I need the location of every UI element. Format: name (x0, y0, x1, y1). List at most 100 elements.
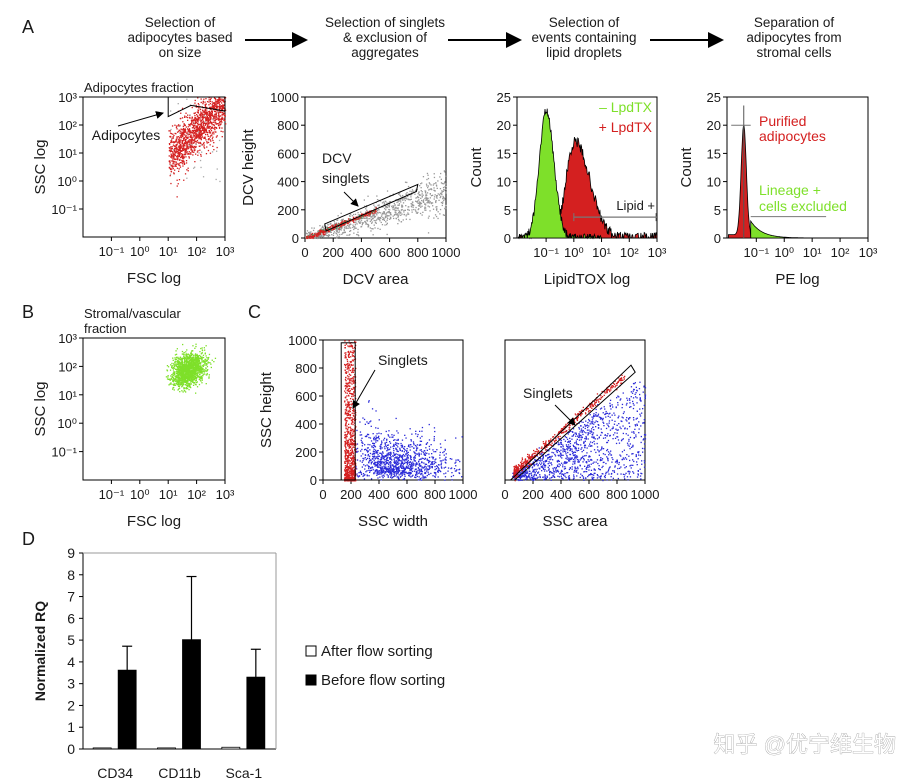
scatter-point (207, 126, 210, 128)
scatter-point (334, 222, 336, 224)
scatter-point (410, 194, 412, 196)
scatter-point (393, 467, 395, 470)
scatter-point (184, 143, 186, 145)
scatter-point (219, 118, 221, 121)
scatter-point (198, 145, 200, 147)
scatter-point (394, 462, 396, 464)
scatter-point (210, 118, 212, 120)
scatter-point (173, 142, 175, 144)
scatter-point (208, 99, 210, 101)
scatter-point (191, 149, 193, 151)
scatter-point (224, 109, 227, 111)
scatter-point (428, 215, 430, 217)
scatter-point (204, 111, 206, 113)
scatter-point (184, 369, 187, 371)
scatter-point (337, 228, 340, 230)
scatter-point (179, 135, 181, 137)
scatter-point (419, 440, 421, 442)
scatter-point (200, 101, 202, 104)
scatter-point (366, 464, 368, 466)
scatter-point (202, 354, 205, 356)
scatter-point (361, 442, 363, 444)
scatter-point (407, 212, 409, 214)
scatter-point (175, 365, 178, 367)
scatter-point (427, 199, 429, 202)
scatter-point (194, 117, 196, 119)
scatter-point (417, 466, 419, 469)
scatter-point (218, 119, 220, 121)
scatter-point (174, 146, 177, 148)
scatter-point (366, 215, 368, 217)
scatter-point (216, 102, 219, 105)
scatter-point (414, 209, 417, 211)
scatter-point (415, 470, 417, 472)
scatter-point (381, 202, 384, 204)
scatter-point (178, 388, 180, 390)
scatter-point (216, 102, 218, 104)
scatter-point (195, 392, 197, 394)
scatter-point (204, 373, 206, 375)
scatter-point (196, 151, 199, 153)
scatter-point (191, 121, 193, 123)
scatter-point (201, 375, 203, 377)
scatter-point (375, 222, 377, 224)
scatter-point (390, 469, 392, 471)
scatter-point (337, 226, 339, 228)
scatter-point (427, 174, 429, 176)
scatter-point (368, 211, 370, 213)
scatter-point (172, 376, 174, 378)
scatter-point (388, 203, 391, 205)
scatter-point (176, 143, 178, 145)
scatter-point (175, 141, 177, 143)
scatter-point (365, 208, 367, 210)
scatter-point (182, 143, 184, 146)
scatter-point (217, 123, 220, 125)
scatter-point (182, 353, 184, 355)
scatter-point (379, 212, 382, 214)
y-tick-label: 10⁰ (57, 416, 77, 431)
scatter-point (196, 363, 199, 365)
scatter-point (421, 477, 423, 479)
scatter-point (176, 379, 179, 381)
scatter-point (216, 135, 218, 137)
scatter-point (194, 377, 197, 379)
scatter-point (184, 148, 186, 150)
scatter-point (350, 213, 352, 215)
scatter-point (209, 112, 211, 115)
scatter-point (221, 100, 223, 102)
x-tick-label: 600 (379, 245, 401, 260)
scatter-point (420, 468, 423, 471)
scatter-point (221, 98, 223, 100)
scatter-point (331, 234, 333, 236)
scatter-point (420, 206, 422, 208)
scatter-point (187, 146, 189, 148)
scatter-point (167, 375, 169, 377)
scatter-point (213, 114, 216, 116)
scatter-point (197, 130, 199, 132)
scatter-point (306, 230, 309, 232)
scatter-point (362, 442, 364, 445)
scatter-point (397, 458, 399, 460)
scatter-point (201, 118, 204, 121)
scatter-point (185, 388, 187, 390)
scatter-point (354, 226, 356, 228)
workflow-step-text: Separation of (754, 15, 835, 30)
scatter-point (192, 366, 194, 368)
scatter-point (199, 362, 201, 364)
scatter-point (216, 150, 218, 152)
scatter-point (326, 232, 329, 234)
scatter-point (188, 366, 190, 369)
scatter-point (191, 131, 193, 133)
scatter-point (361, 466, 363, 468)
scatter-point (191, 123, 193, 125)
scatter-point (434, 476, 436, 478)
scatter-point (434, 461, 436, 463)
scatter-point (187, 378, 189, 380)
scatter-point (183, 134, 186, 136)
scatter-point (397, 443, 400, 445)
scatter-point (335, 229, 337, 231)
scatter-point (403, 448, 405, 450)
scatter-point (187, 353, 189, 356)
scatter-point (443, 454, 445, 456)
scatter-point (374, 227, 376, 229)
